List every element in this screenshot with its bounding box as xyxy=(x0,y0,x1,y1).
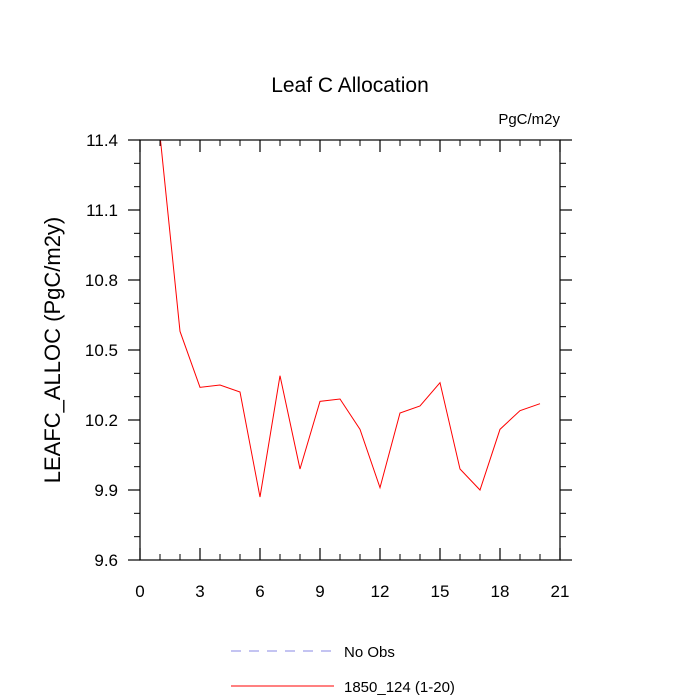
y-tick-label: 9.9 xyxy=(94,481,118,500)
y-tick-label: 10.5 xyxy=(85,341,118,360)
x-tick-label: 15 xyxy=(431,582,450,601)
series-layer xyxy=(159,140,541,498)
y-tick-label: 10.8 xyxy=(85,271,118,290)
y-tick-label: 11.1 xyxy=(86,201,118,220)
chart-title: Leaf C Allocation xyxy=(271,74,429,97)
x-tick-label: 18 xyxy=(491,582,510,601)
x-tick-label: 12 xyxy=(371,582,390,601)
x-tick-label: 3 xyxy=(195,582,204,601)
y-tick-label: 11.4 xyxy=(86,131,118,150)
legend: No Obs 1850_124 (1-20) xyxy=(231,644,455,696)
axes xyxy=(128,139,572,561)
y-tick-label: 9.6 xyxy=(94,551,118,570)
units-label: PgC/m2y xyxy=(498,111,560,128)
series-line xyxy=(159,140,541,498)
x-tick-label: 9 xyxy=(315,582,324,601)
plot-frame xyxy=(139,139,561,561)
legend-label: 1850_124 (1-20) xyxy=(344,679,455,696)
x-tick-label: 0 xyxy=(135,582,144,601)
y-tick-label: 10.2 xyxy=(85,411,118,430)
legend-label: No Obs xyxy=(344,644,395,661)
x-tick-label: 21 xyxy=(551,582,570,601)
y-axis-label: LEAFC_ALLOC (PgC/m2y) xyxy=(40,217,65,484)
tick-labels: 0 3 6 9 12 15 18 21 9.6 9.9 10.2 10.5 10.8 11.1 11.4 xyxy=(85,131,570,601)
x-tick-label: 6 xyxy=(255,582,264,601)
